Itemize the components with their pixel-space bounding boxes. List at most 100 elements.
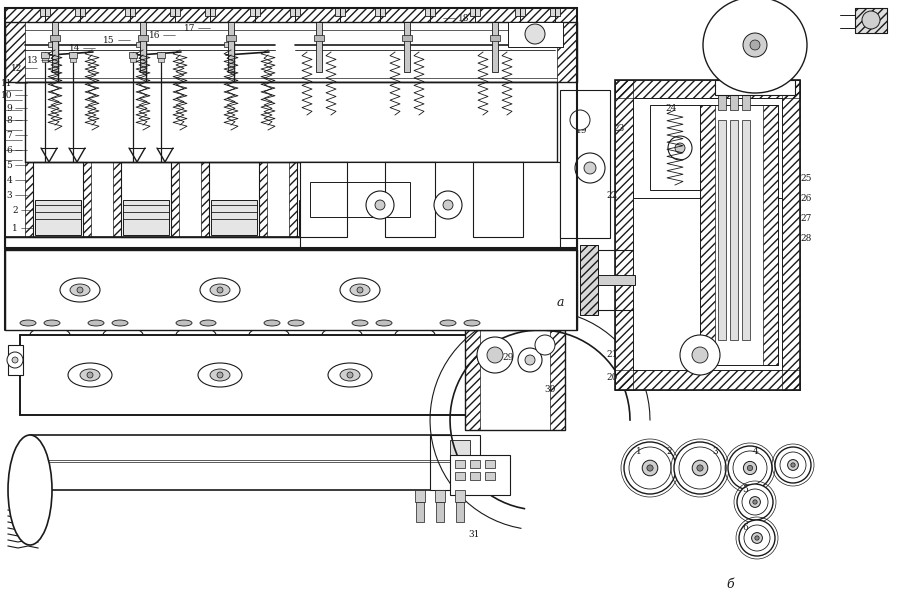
- Bar: [8, 345, 23, 375]
- Circle shape: [434, 191, 462, 219]
- Ellipse shape: [730, 66, 738, 70]
- Bar: [5, 22, 25, 82]
- Bar: [467, 280, 477, 298]
- Bar: [465, 330, 480, 430]
- Text: 14: 14: [68, 44, 80, 52]
- Bar: [35, 200, 81, 235]
- Bar: [291, 280, 301, 298]
- Bar: [485, 472, 495, 480]
- Bar: [425, 8, 435, 16]
- Circle shape: [791, 463, 796, 467]
- Bar: [5, 8, 577, 248]
- Circle shape: [737, 484, 773, 520]
- Ellipse shape: [328, 363, 372, 387]
- Bar: [121, 162, 171, 237]
- Bar: [470, 460, 480, 468]
- Circle shape: [744, 525, 770, 551]
- Bar: [450, 455, 510, 495]
- Ellipse shape: [464, 320, 480, 326]
- Bar: [855, 8, 887, 33]
- Bar: [523, 162, 531, 237]
- Text: a: a: [556, 295, 563, 308]
- Circle shape: [675, 143, 685, 153]
- Text: 28: 28: [800, 233, 812, 243]
- Bar: [730, 95, 738, 110]
- Circle shape: [525, 355, 535, 365]
- Bar: [47, 280, 57, 298]
- Circle shape: [668, 136, 692, 160]
- Text: 20: 20: [607, 373, 618, 382]
- Circle shape: [647, 465, 653, 471]
- Bar: [300, 162, 560, 252]
- Circle shape: [366, 191, 394, 219]
- Text: 6: 6: [742, 523, 748, 533]
- Bar: [347, 162, 355, 237]
- Circle shape: [733, 451, 767, 485]
- Bar: [69, 52, 77, 58]
- Text: 10: 10: [1, 91, 12, 100]
- Text: 12: 12: [11, 63, 22, 72]
- Bar: [465, 330, 565, 430]
- Bar: [470, 472, 480, 480]
- Bar: [402, 35, 412, 41]
- Bar: [466, 298, 478, 320]
- Bar: [115, 280, 125, 298]
- Bar: [314, 35, 324, 41]
- Ellipse shape: [112, 320, 128, 326]
- Ellipse shape: [288, 320, 304, 326]
- Bar: [224, 42, 232, 47]
- Text: б: б: [726, 578, 734, 592]
- Bar: [42, 58, 48, 62]
- Text: 23: 23: [614, 123, 625, 133]
- Bar: [209, 162, 259, 237]
- Text: 25: 25: [800, 173, 812, 182]
- Bar: [178, 298, 190, 320]
- Text: 1: 1: [636, 447, 642, 457]
- Circle shape: [87, 372, 93, 378]
- Bar: [75, 8, 85, 16]
- Bar: [470, 8, 480, 16]
- Circle shape: [624, 442, 676, 494]
- Bar: [129, 52, 137, 58]
- Circle shape: [680, 335, 720, 375]
- Text: 4: 4: [752, 447, 758, 457]
- Bar: [158, 58, 164, 62]
- Ellipse shape: [200, 278, 240, 302]
- Bar: [33, 162, 83, 237]
- Bar: [700, 105, 778, 365]
- Bar: [455, 472, 465, 480]
- Bar: [70, 58, 76, 62]
- Text: 29: 29: [502, 353, 513, 362]
- Text: 4: 4: [6, 176, 12, 184]
- Ellipse shape: [264, 320, 280, 326]
- Bar: [700, 105, 715, 365]
- Bar: [136, 42, 144, 47]
- Bar: [46, 298, 58, 320]
- Bar: [174, 250, 182, 260]
- Ellipse shape: [340, 369, 360, 381]
- Circle shape: [7, 352, 23, 368]
- Bar: [650, 105, 700, 190]
- Text: 30: 30: [544, 385, 555, 395]
- Bar: [50, 35, 60, 41]
- Bar: [715, 80, 795, 95]
- Ellipse shape: [350, 284, 370, 296]
- Bar: [138, 35, 148, 41]
- Bar: [580, 245, 598, 315]
- Bar: [86, 250, 94, 260]
- Bar: [211, 200, 257, 235]
- Text: 21: 21: [607, 350, 618, 359]
- Ellipse shape: [8, 435, 52, 545]
- Circle shape: [570, 110, 590, 130]
- Bar: [782, 80, 800, 390]
- Text: 3: 3: [713, 447, 718, 457]
- Bar: [25, 82, 557, 162]
- Bar: [763, 105, 778, 365]
- Bar: [473, 162, 523, 237]
- Text: 2: 2: [13, 206, 18, 215]
- Bar: [416, 502, 424, 522]
- Bar: [130, 58, 136, 62]
- Circle shape: [692, 347, 708, 363]
- Ellipse shape: [200, 320, 216, 326]
- Text: 27: 27: [800, 213, 812, 223]
